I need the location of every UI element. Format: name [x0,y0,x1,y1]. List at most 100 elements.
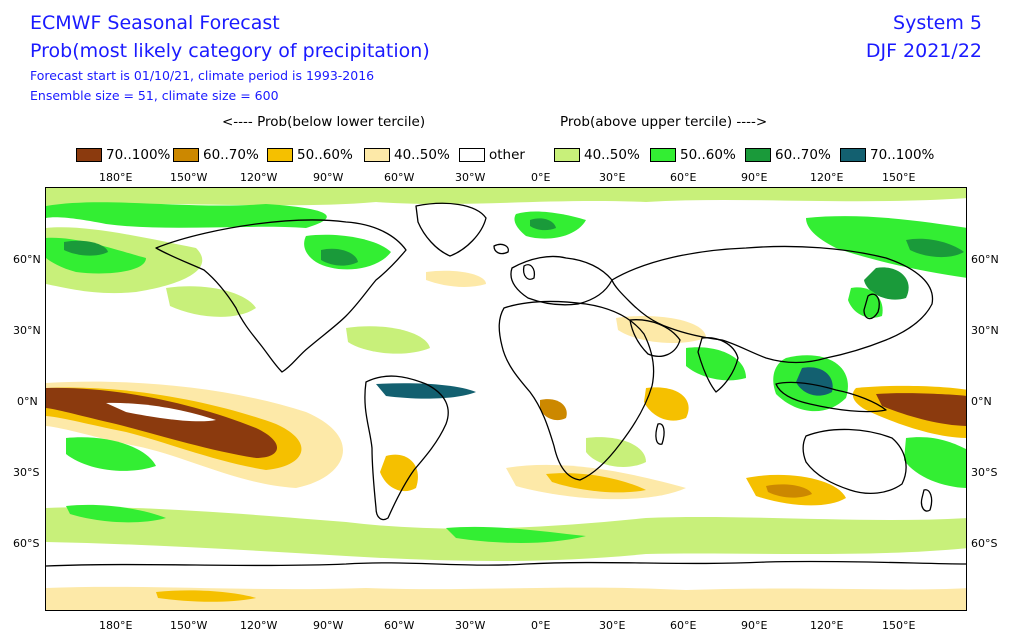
product-title: Prob(most likely category of precipitati… [30,40,430,62]
indonesia-core [796,367,833,396]
africa-light [586,437,646,467]
lon-label: 180°E [99,171,133,184]
africa-outline [498,300,655,481]
lon-label: 180°E [99,619,133,632]
japan-outline [863,293,880,320]
legend-swatch [554,148,580,162]
north-atlantic-wet [46,202,327,228]
season-label: DJF 2021/22 [865,40,982,62]
arctic-wet-band [46,188,966,206]
legend-swatch [840,148,866,162]
arabia-outline [629,319,681,357]
legend-label: 50..60% [297,147,353,163]
europe-outline [510,255,613,306]
map-canvas [46,188,966,610]
lat-label: 30°S [13,466,40,479]
madagascar-outline [655,423,665,445]
legend-swatch [459,148,485,162]
antarctica-outline [46,560,966,567]
west-pacific-dry-core [876,393,966,426]
legend-swatch [173,148,199,162]
coastlines [46,202,966,567]
legend-item: 50..60% [267,146,353,164]
legend-swatch [76,148,102,162]
lat-label: 30°N [13,324,41,337]
legend-label: 70..100% [870,147,935,163]
legend-label: other [489,147,525,163]
bering-wet [864,267,909,300]
uk-outline [522,264,536,280]
south-pacific-wet [904,437,966,488]
legend-item: other [459,146,525,164]
lon-label: 120°W [240,171,278,184]
lon-label: 150°E [882,171,916,184]
middle-east-dry [616,316,706,344]
legend-above-header: Prob(above upper tercile) ----> [560,114,768,130]
system-label: System 5 [893,12,982,34]
antarctic-dry-mid [156,590,256,602]
indian-ocean-wet [686,347,746,381]
legend-item: 50..60% [650,146,736,164]
legend-label: 50..60% [680,147,736,163]
lon-label: 60°E [670,619,697,632]
lon-label: 90°E [741,171,768,184]
east-africa-dry [644,387,689,421]
indonesia-outline [775,381,887,413]
south-america-dry [380,454,418,492]
forecast-info: Forecast start is 01/10/21, climate peri… [30,68,375,83]
aleutian-wet [64,240,108,256]
legend-swatch [267,148,293,162]
lon-label: 30°E [599,619,626,632]
lon-label: 150°E [882,619,916,632]
greenland-outline [415,202,487,257]
lon-label: 30°W [455,171,486,184]
lat-label: 30°S [971,466,998,479]
lon-label: 60°W [384,171,415,184]
n-pacific-light [166,286,256,317]
legend-label: 70..100% [106,147,171,163]
central-africa-dry [540,399,567,421]
north-asia-core [906,238,964,258]
legend-item: 40..50% [554,146,640,164]
lon-label: 150°W [170,171,208,184]
lat-label: 0°N [17,395,38,408]
legend-swatch [364,148,390,162]
lat-label: 60°S [971,537,998,550]
lat-label: 60°N [13,253,41,266]
pacific-dry-core [46,387,278,458]
india-outline [697,337,739,393]
legend-item: 40..50% [364,146,450,164]
lon-label: 0°E [531,171,551,184]
south-indian-dry-mid [546,473,646,493]
lon-label: 0°E [531,619,551,632]
southern-ocean-wet-core [446,526,586,543]
lon-label: 60°W [384,619,415,632]
legend-item: 60..70% [745,146,831,164]
subtropical-atlantic-light [346,326,430,354]
legend-item: 70..100% [76,146,170,164]
lon-label: 90°W [313,171,344,184]
southern-ocean-wet-west [66,504,166,523]
legend-label: 40..50% [584,147,640,163]
legend-swatch [650,148,676,162]
lon-label: 60°E [670,171,697,184]
legend-below-header: <---- Prob(below lower tercile) [222,114,426,130]
chart-title: ECMWF Seasonal Forecast [30,12,280,34]
pacific-dry-white [106,402,216,422]
lat-label: 30°N [971,324,999,337]
precip-field [46,188,966,610]
ensemble-info: Ensemble size = 51, climate size = 600 [30,88,279,103]
lat-label: 60°S [13,537,40,550]
north-america-outline [155,219,407,373]
lon-label: 150°W [170,619,208,632]
asia-outline [611,245,934,364]
lon-label: 30°E [599,171,626,184]
antarctic-dry [46,586,966,610]
hudson-wet-core [321,248,358,266]
world-map [45,187,967,611]
lon-label: 120°E [810,171,844,184]
newzealand-outline [920,489,933,512]
australia-outline [802,428,907,495]
scandinavia-core [530,218,556,231]
legend-label: 60..70% [203,147,259,163]
